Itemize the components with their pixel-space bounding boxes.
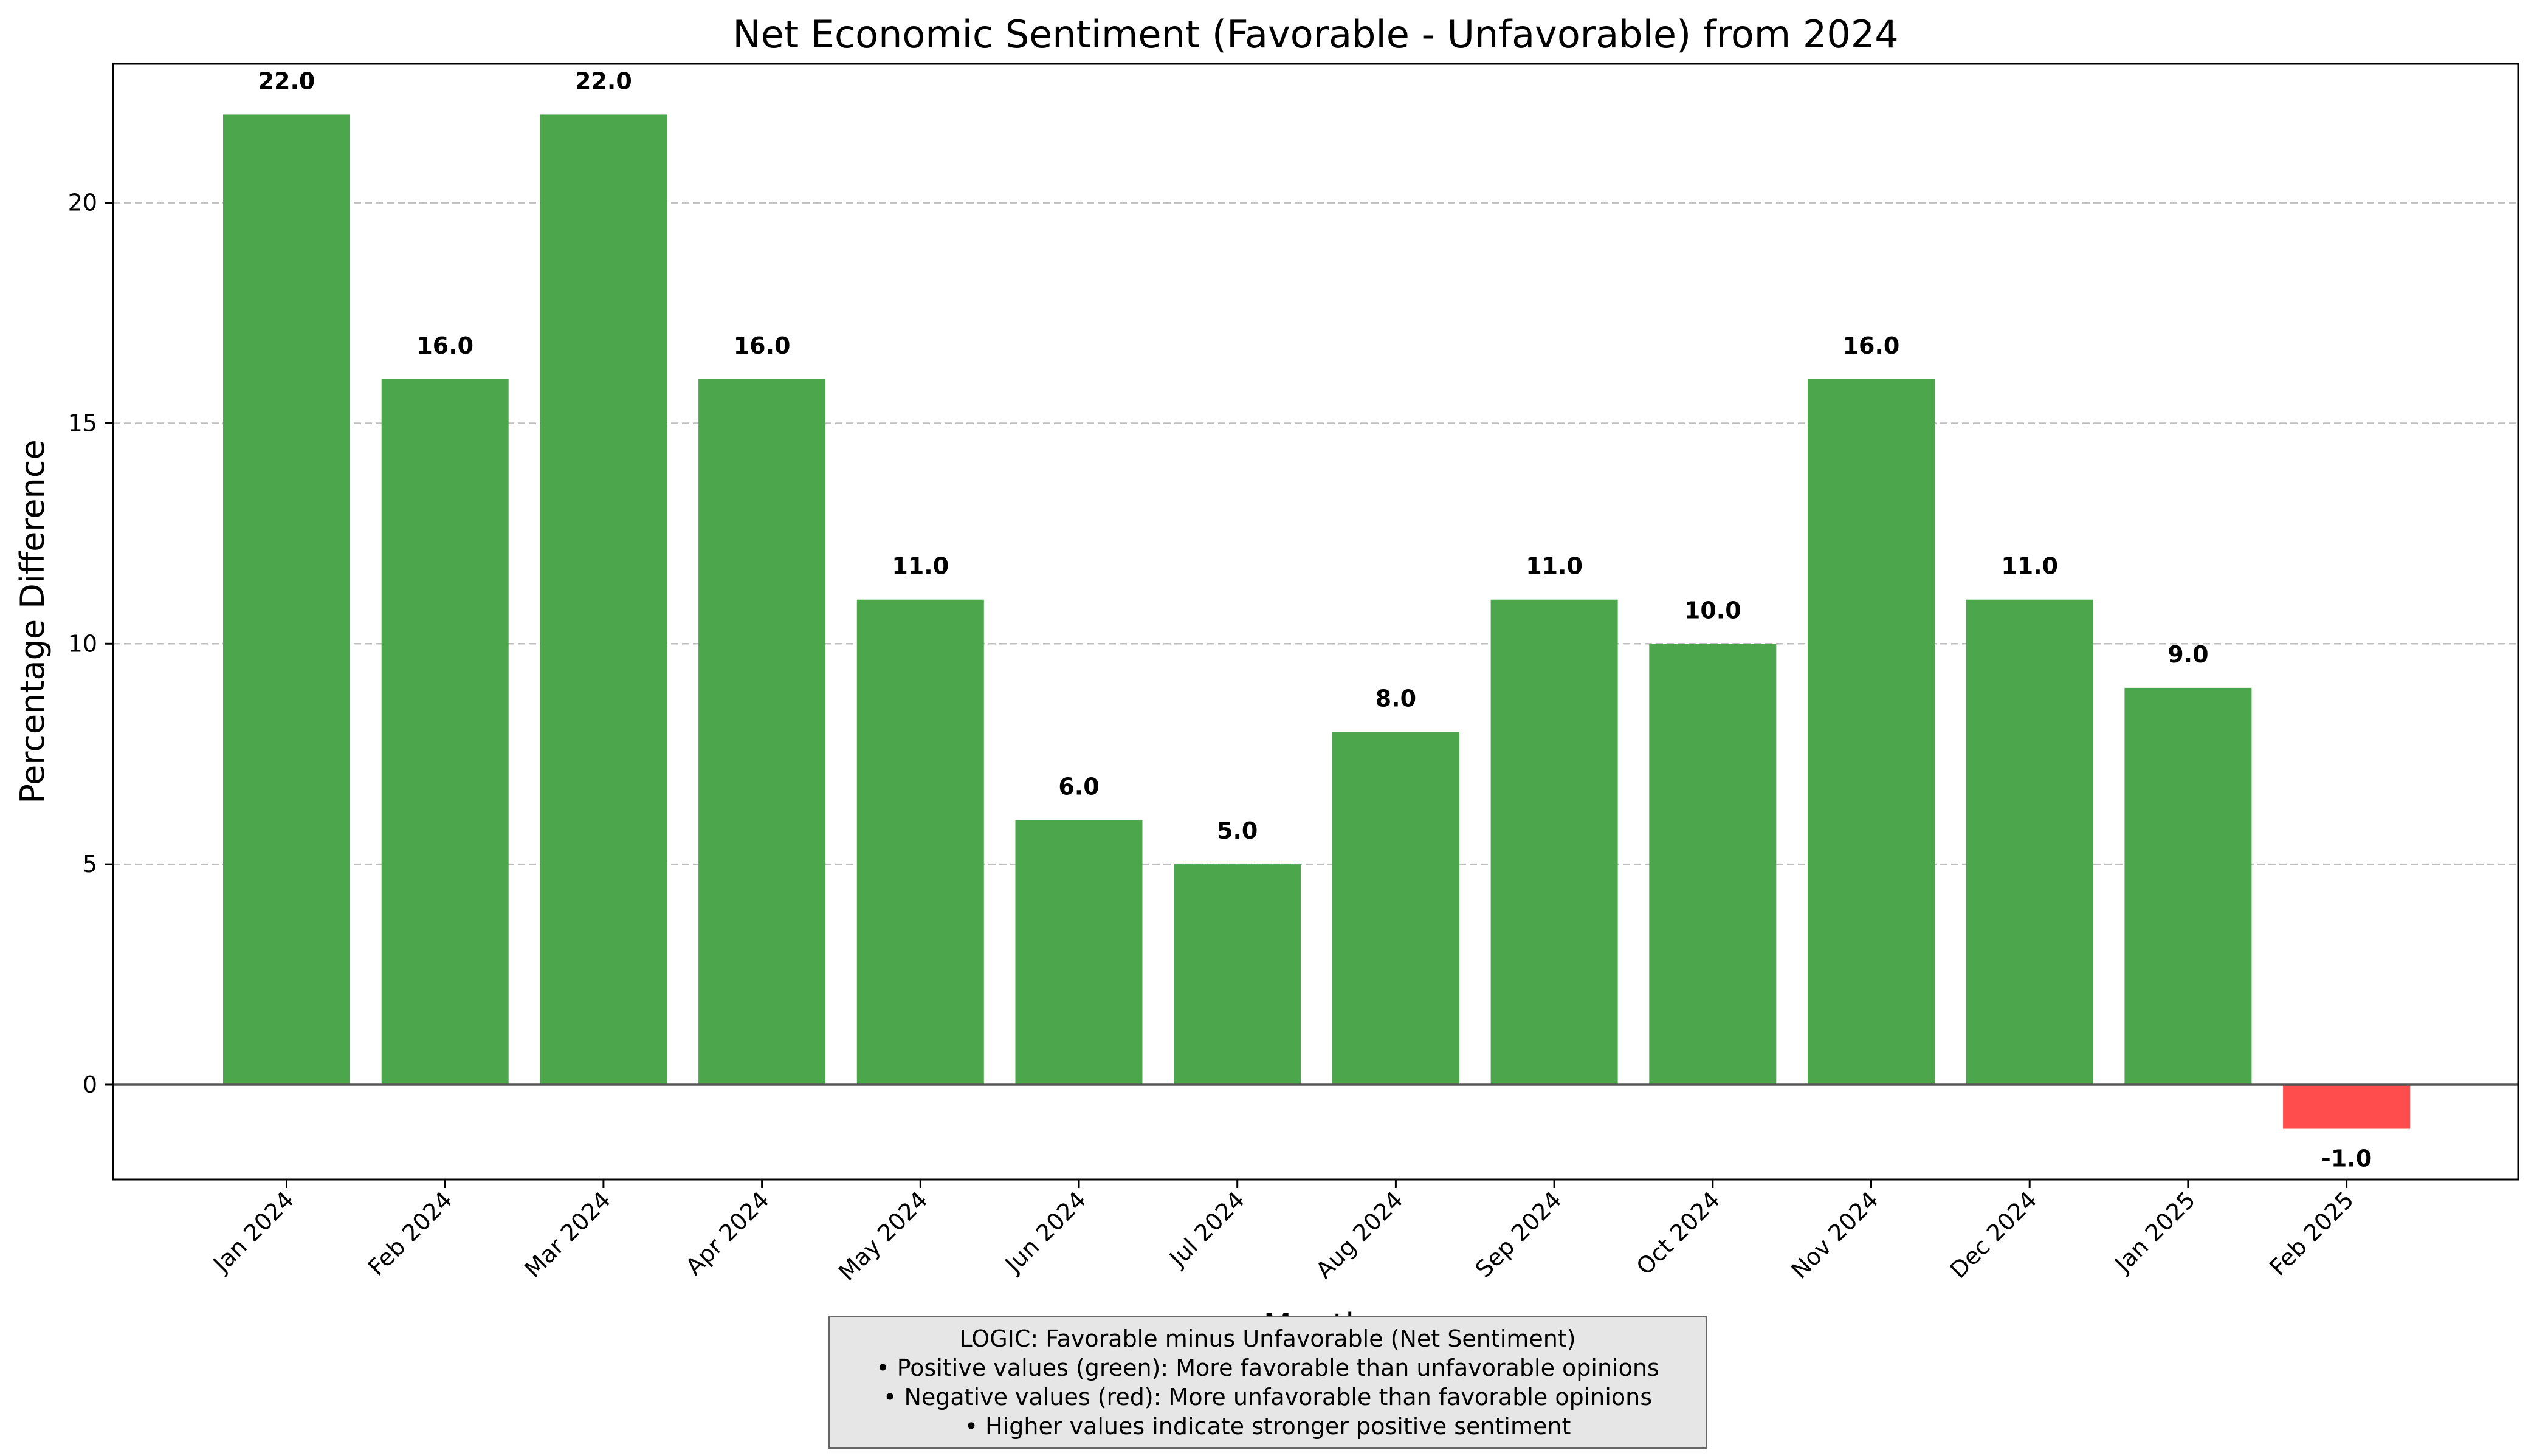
bar-value-label: 11.0 [1526, 553, 1583, 580]
bar [381, 379, 509, 1085]
note-line: • Negative values (red): More unfavorabl… [883, 1384, 1653, 1410]
bar-value-label: 8.0 [1375, 685, 1416, 712]
x-tick-label: Apr 2024 [680, 1186, 774, 1280]
bar [1808, 379, 1935, 1085]
x-tick-label: Nov 2024 [1786, 1186, 1883, 1283]
x-tick-label: Dec 2024 [1945, 1186, 2042, 1283]
bar-value-label: 5.0 [1217, 817, 1258, 844]
x-tick-label: Jan 2025 [2109, 1186, 2200, 1278]
bar [1332, 732, 1459, 1085]
bar [223, 114, 350, 1085]
note-line: • Positive values (green): More favorabl… [876, 1355, 1659, 1381]
x-tick-label: Aug 2024 [1310, 1186, 1408, 1284]
bar [1490, 599, 1618, 1085]
y-tick-label: 15 [68, 410, 97, 436]
plot-frame [112, 63, 2519, 1181]
x-tick-label: Oct 2024 [1631, 1186, 1726, 1280]
bar-value-label: 11.0 [892, 553, 949, 580]
y-tick-label: 10 [68, 630, 97, 657]
bar-value-label: 9.0 [2167, 641, 2208, 668]
bar [2124, 687, 2252, 1085]
bar [1174, 864, 1301, 1085]
bar-value-label: -1.0 [2321, 1145, 2372, 1172]
bar [1649, 644, 1777, 1085]
x-tick-label: Jan 2024 [207, 1186, 299, 1278]
x-tick-label: May 2024 [833, 1186, 933, 1286]
bar-value-label: 16.0 [734, 332, 791, 359]
bar-value-label: 6.0 [1058, 774, 1099, 800]
bar [540, 114, 667, 1085]
bar [1015, 820, 1143, 1085]
x-tick-label: Feb 2025 [2264, 1186, 2359, 1281]
y-tick-label: 5 [83, 851, 97, 877]
x-tick-label: Mar 2024 [520, 1186, 616, 1283]
note-line: LOGIC: Favorable minus Unfavorable (Net … [959, 1325, 1576, 1352]
x-tick-label: Sep 2024 [1470, 1186, 1567, 1283]
x-tick-label: Jul 2024 [1163, 1186, 1250, 1272]
bar [2283, 1084, 2411, 1129]
bar-value-label: 11.0 [2001, 553, 2058, 580]
logic-note-box: LOGIC: Favorable minus Unfavorable (Net … [828, 1316, 1707, 1449]
bar-value-label: 22.0 [575, 67, 632, 94]
bar-value-label: 16.0 [1843, 332, 1900, 359]
y-tick-label: 20 [68, 190, 97, 216]
x-tick-label: Jun 2024 [999, 1186, 1091, 1278]
chart-title: Net Economic Sentiment (Favorable - Unfa… [732, 12, 1898, 57]
x-tick-label: Feb 2024 [363, 1186, 458, 1281]
bar [856, 599, 984, 1085]
y-tick-label: 0 [83, 1071, 97, 1098]
bar [1966, 599, 2093, 1085]
note-line: • Higher values indicate stronger positi… [964, 1413, 1571, 1440]
bar-value-label: 10.0 [1684, 597, 1741, 623]
bar-value-label: 22.0 [258, 67, 315, 94]
bar-value-label: 16.0 [416, 332, 473, 359]
bar [698, 379, 826, 1085]
y-axis-label: Percentage Difference [13, 439, 52, 803]
